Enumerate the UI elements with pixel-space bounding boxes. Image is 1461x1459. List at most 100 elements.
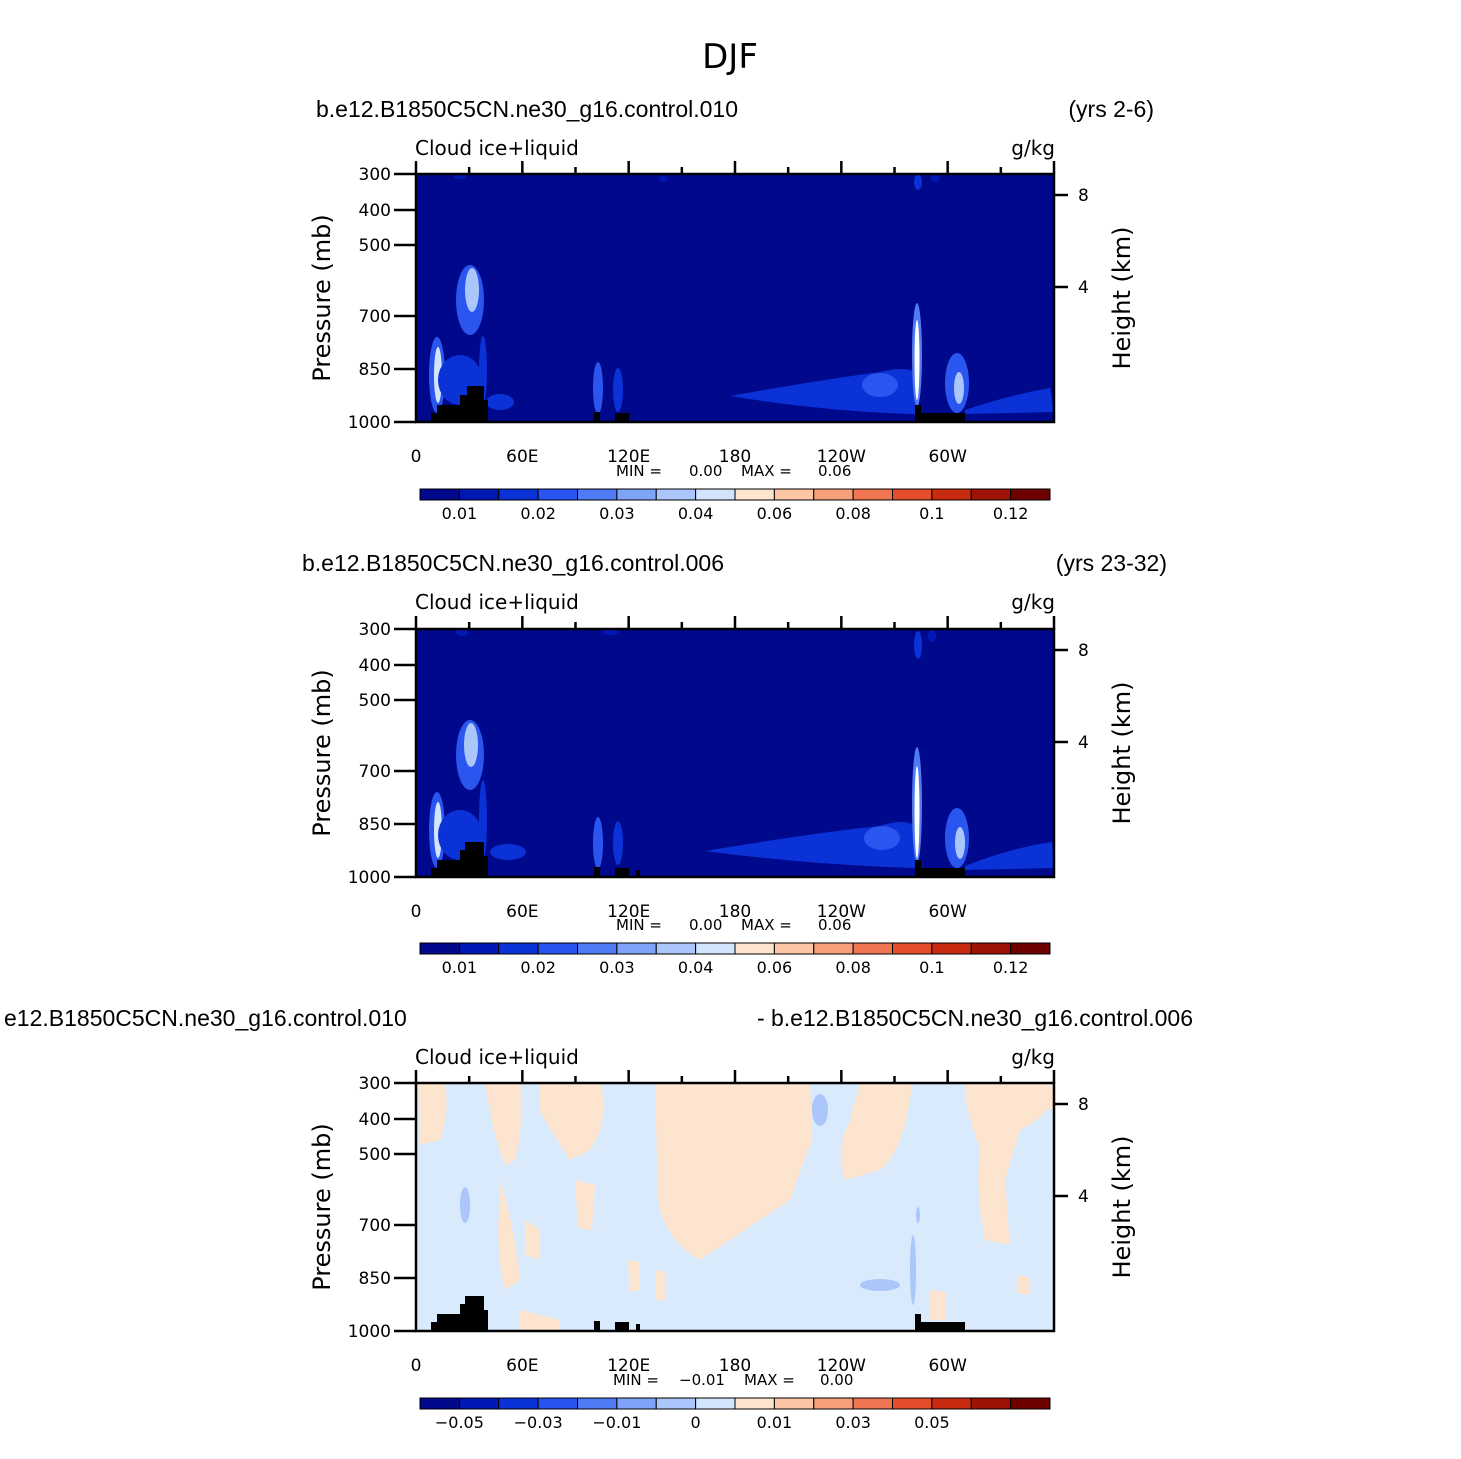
colorbar-label: 0.01: [442, 504, 478, 523]
xtick-label: 120E: [607, 1356, 650, 1376]
panel-1-variable: Cloud ice+liquid: [415, 136, 579, 160]
colorbar-label: 0.03: [835, 1413, 871, 1432]
xtick-label: 60W: [928, 447, 967, 467]
colorbar-label: 0.08: [835, 504, 871, 523]
xtick-label: 120W: [817, 447, 866, 467]
panel-1-years: (yrs 2-6): [1068, 96, 1154, 122]
colorbar-swatch: [419, 488, 460, 501]
ytick-label: 700: [359, 762, 391, 782]
colorbar-label: 0.05: [914, 1413, 950, 1432]
panel-1-topography: [431, 386, 488, 422]
colorbar-swatch: [537, 1397, 578, 1410]
panel-3-max-label: MAX =: [744, 1371, 795, 1389]
colorbar-label: 0.04: [678, 958, 714, 977]
panel-2-topography-4: [636, 870, 640, 877]
panel-2-years: (yrs 23-32): [1056, 550, 1167, 576]
panel-3-case-right: - b.e12.B1850C5CN.ne30_g16.control.006: [757, 1005, 1193, 1031]
colorbar-swatch: [458, 488, 500, 501]
panel-2-cloud-features: [429, 628, 1054, 870]
panel-2-topography-5: [915, 860, 965, 877]
colorbar-swatch: [498, 488, 539, 501]
colorbar-label: −0.03: [514, 1413, 563, 1432]
ytick-label: 850: [359, 1269, 391, 1289]
colorbar-label: 0.06: [757, 504, 793, 523]
panel-3-topography-5: [915, 1314, 965, 1331]
panel-2-topography: [431, 842, 488, 877]
xtick-label: 60E: [506, 447, 538, 467]
ytick-label: 850: [359, 360, 391, 380]
panel-1-colorbar: [419, 488, 1051, 501]
colorbar-swatch: [655, 488, 697, 501]
colorbar-label: 0.12: [993, 504, 1029, 523]
y2tick-label: 8: [1078, 1095, 1089, 1115]
panel-3-colorbar: [419, 1397, 1051, 1410]
colorbar-swatch: [931, 1397, 972, 1410]
panel-1: b.e12.B1850C5CN.ne30_g16.control.010 (yr…: [308, 96, 1154, 523]
panel-2-case: b.e12.B1850C5CN.ne30_g16.control.006: [302, 550, 724, 576]
colorbar-swatch: [577, 1397, 618, 1410]
panel-1-ylabel: Pressure (mb): [308, 214, 336, 381]
panel-3-ylabel: Pressure (mb): [308, 1123, 336, 1290]
colorbar-label: 0.08: [835, 958, 871, 977]
panel-3-ytick-marks: [394, 1081, 416, 1333]
y2tick-label: 4: [1078, 278, 1089, 298]
ytick-label: 400: [359, 1110, 391, 1130]
colorbar-label: −0.01: [592, 1413, 641, 1432]
colorbar-swatch: [695, 1397, 736, 1410]
colorbar-swatch: [892, 1397, 933, 1410]
colorbar-swatch: [458, 1397, 500, 1410]
panel-3-min-label: MIN =: [613, 1371, 659, 1389]
panel-3: e12.B1850C5CN.ne30_g16.control.010 - b.e…: [4, 1005, 1193, 1432]
ytick-label: 1000: [348, 868, 391, 888]
colorbar-swatch: [616, 1397, 657, 1410]
colorbar-swatch: [419, 942, 460, 955]
colorbar-label: 0.01: [442, 958, 478, 977]
panel-2-variable: Cloud ice+liquid: [415, 590, 579, 614]
panel-3-topography: [431, 1296, 488, 1331]
panel-1-xtick-marks: [414, 161, 1056, 174]
panel-2-y2label: Height (km): [1108, 682, 1136, 825]
panel-3-min: −0.01: [679, 1371, 725, 1389]
panel-1-min: 0.00: [689, 462, 722, 480]
colorbar-label: 0.01: [757, 1413, 793, 1432]
colorbar-swatch: [655, 1397, 697, 1410]
colorbar-swatch: [931, 942, 972, 955]
colorbar-swatch: [655, 942, 697, 955]
ytick-label: 700: [359, 307, 391, 327]
xtick-label: 180: [719, 447, 751, 467]
colorbar-swatch: [498, 942, 539, 955]
colorbar-swatch: [970, 942, 1012, 955]
colorbar-swatch: [734, 1397, 775, 1410]
colorbar-swatch: [616, 488, 657, 501]
colorbar-swatch: [1010, 488, 1051, 501]
panel-3-variable: Cloud ice+liquid: [415, 1045, 579, 1069]
panel-2-min-label: MIN =: [616, 916, 662, 934]
panel-3-topography-4: [636, 1324, 640, 1331]
colorbar-label: 0.03: [599, 958, 635, 977]
colorbar-swatch: [852, 488, 893, 501]
panel-2-topography-2: [594, 867, 600, 877]
xtick-label: 180: [719, 1356, 751, 1376]
ytick-label: 300: [359, 165, 391, 185]
colorbar-label: 0: [691, 1413, 701, 1432]
panel-3-y2label: Height (km): [1108, 1136, 1136, 1279]
y2tick-label: 4: [1078, 733, 1089, 753]
ytick-label: 1000: [348, 413, 391, 433]
colorbar-label: 0.02: [520, 504, 556, 523]
xtick-label: 0: [411, 902, 422, 922]
ytick-label: 1000: [348, 1322, 391, 1342]
colorbar-swatch: [970, 1397, 1012, 1410]
colorbar-swatch: [734, 488, 775, 501]
panel-2-ytick-marks: [394, 627, 416, 879]
colorbar-label: 0.1: [919, 958, 944, 977]
colorbar-swatch: [773, 942, 815, 955]
panel-2-xtick-marks: [414, 616, 1056, 629]
panel-1-topography-2: [594, 412, 600, 422]
figure-title: DJF: [702, 37, 758, 77]
ytick-label: 400: [359, 656, 391, 676]
colorbar-swatch: [695, 488, 736, 501]
colorbar-swatch: [734, 942, 775, 955]
colorbar-swatch: [616, 942, 657, 955]
colorbar-swatch: [419, 1397, 460, 1410]
panel-3-max: 0.00: [820, 1371, 853, 1389]
